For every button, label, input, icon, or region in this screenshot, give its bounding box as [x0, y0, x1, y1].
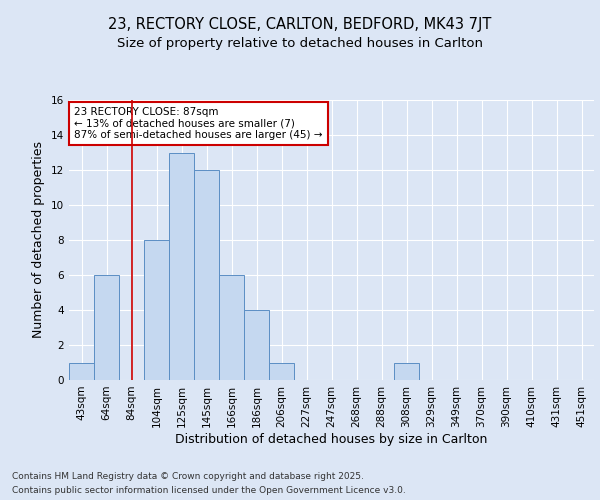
- Bar: [169, 152, 194, 380]
- Text: 23, RECTORY CLOSE, CARLTON, BEDFORD, MK43 7JT: 23, RECTORY CLOSE, CARLTON, BEDFORD, MK4…: [109, 18, 491, 32]
- Bar: [69, 362, 94, 380]
- Bar: [144, 240, 169, 380]
- Text: Contains public sector information licensed under the Open Government Licence v3: Contains public sector information licen…: [12, 486, 406, 495]
- Text: Contains HM Land Registry data © Crown copyright and database right 2025.: Contains HM Land Registry data © Crown c…: [12, 472, 364, 481]
- Y-axis label: Number of detached properties: Number of detached properties: [32, 142, 46, 338]
- Bar: [194, 170, 219, 380]
- Text: Size of property relative to detached houses in Carlton: Size of property relative to detached ho…: [117, 38, 483, 51]
- Bar: [94, 275, 119, 380]
- Text: 23 RECTORY CLOSE: 87sqm
← 13% of detached houses are smaller (7)
87% of semi-det: 23 RECTORY CLOSE: 87sqm ← 13% of detache…: [74, 107, 323, 140]
- Bar: [269, 362, 294, 380]
- X-axis label: Distribution of detached houses by size in Carlton: Distribution of detached houses by size …: [175, 432, 488, 446]
- Bar: [394, 362, 419, 380]
- Bar: [244, 310, 269, 380]
- Bar: [219, 275, 244, 380]
